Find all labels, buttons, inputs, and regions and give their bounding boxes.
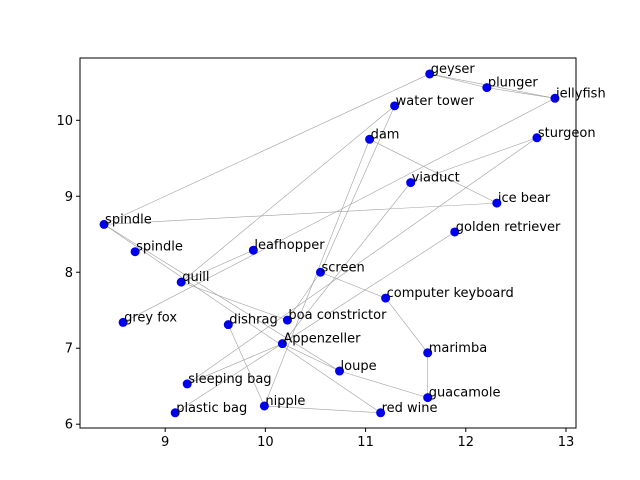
edge-19 [181,281,288,321]
edge-14 [103,224,340,372]
point-marimba-19 [423,348,433,358]
x-tick-label-12: 12 [458,435,475,450]
point-quill-13 [176,277,186,287]
point-label-boa-constrictor-17: boa constrictor [288,308,387,323]
point-plunger-1 [482,83,492,93]
x-tick-label-9: 9 [161,435,169,450]
point-label-jellyfish-2: jellyfish [555,86,606,101]
point-appenzeller-18 [277,339,287,349]
point-sleeping-bag-21 [182,379,192,389]
edge-4 [181,105,395,283]
edge-9 [410,137,538,183]
edge-3 [103,73,430,225]
edge-10 [122,98,556,323]
point-plastic-bag-24 [170,408,180,418]
edge-5 [320,105,395,273]
point-dam-4 [365,134,375,144]
point-label-water-tower-3: water tower [396,94,475,109]
point-viaduct-6 [406,178,416,188]
point-golden-retriever-9 [450,227,460,237]
point-label-screen-12: screen [321,260,364,275]
point-label-guacamole-22: guacamole [429,386,501,401]
y-axis: 6 7 8 9 10 [56,114,80,433]
point-guacamole-22 [423,393,433,403]
point-label-nipple-23: nipple [265,394,305,409]
edge-18 [287,272,321,321]
point-label-ice-bear-7: ice bear [498,191,551,206]
point-label-plastic-bag-24: plastic bag [176,401,247,416]
edges-layer [103,73,556,414]
point-label-viaduct-6: viaduct [412,171,460,186]
point-label-sleeping-bag-21: sleeping bag [188,372,271,387]
edge-17 [320,271,386,299]
point-label-dishrag-16: dishrag [229,313,277,328]
edge-0 [429,73,487,88]
edge-6 [369,139,497,204]
x-axis: 9 10 11 12 13 [161,428,574,450]
point-label-loupe-20: loupe [341,359,377,374]
edge-12 [104,202,497,225]
edge-11 [282,182,411,344]
edge-20 [385,297,428,353]
point-boa-constrictor-17 [282,315,292,325]
edge-15 [103,224,381,414]
point-label-spindle-8: spindle [105,212,152,227]
point-label-grey-fox-15: grey fox [124,310,177,325]
point-loupe-20 [335,366,345,376]
y-tick-label-10: 10 [56,114,73,129]
point-label-leafhopper-11: leafhopper [254,238,325,253]
point-label-computer-keyboard-14: computer keyboard [387,286,514,301]
edge-13 [175,231,455,414]
x-tick-label-13: 13 [558,435,575,450]
edge-1 [486,87,556,99]
point-nipple-23 [259,401,269,411]
edge-16 [181,249,254,283]
point-label-quill-13: quill [182,270,209,285]
y-tick-label-9: 9 [65,190,73,205]
plot-frame [79,57,577,429]
point-label-spindle-10: spindle [136,240,183,255]
point-grey-fox-15 [118,317,128,327]
point-label-sturgeon-5: sturgeon [538,126,596,141]
point-dishrag-16 [223,320,233,330]
point-ice-bear-7 [492,198,502,208]
edge-25 [187,343,283,385]
point-label-geyser-0: geyser [431,62,476,77]
point-label-plunger-1: plunger [488,76,539,91]
point-computer-keyboard-14 [381,293,391,303]
point-label-marimba-19: marimba [429,341,487,356]
x-tick-label-10: 10 [257,435,274,450]
y-tick-label-7: 7 [65,342,73,357]
point-label-dam-4: dam [371,127,400,142]
edge-23 [228,324,265,407]
point-spindle-10 [130,247,140,257]
labels-layer: geyser plunger jellyfish water tower dam stur… [105,62,606,416]
point-screen-12 [315,267,325,277]
point-spindle-8 [99,219,109,229]
edge-22 [339,370,428,398]
edge-2 [429,73,556,99]
point-label-red-wine-25: red wine [382,401,438,416]
point-geyser-0 [425,69,435,79]
point-label-appenzeller-18: Appenzeller [283,332,361,347]
y-tick-label-6: 6 [65,418,73,433]
x-tick-label-11: 11 [357,435,374,450]
point-label-golden-retriever-9: golden retriever [456,220,561,235]
edge-24 [282,343,340,372]
point-jellyfish-2 [550,93,560,103]
points-layer [99,69,560,418]
point-sturgeon-5 [532,133,542,143]
point-water-tower-3 [390,101,400,111]
point-leafhopper-11 [248,245,258,255]
point-red-wine-25 [376,408,386,418]
edge-8 [187,137,538,385]
edge-26 [264,405,381,414]
y-tick-label-8: 8 [65,266,73,281]
